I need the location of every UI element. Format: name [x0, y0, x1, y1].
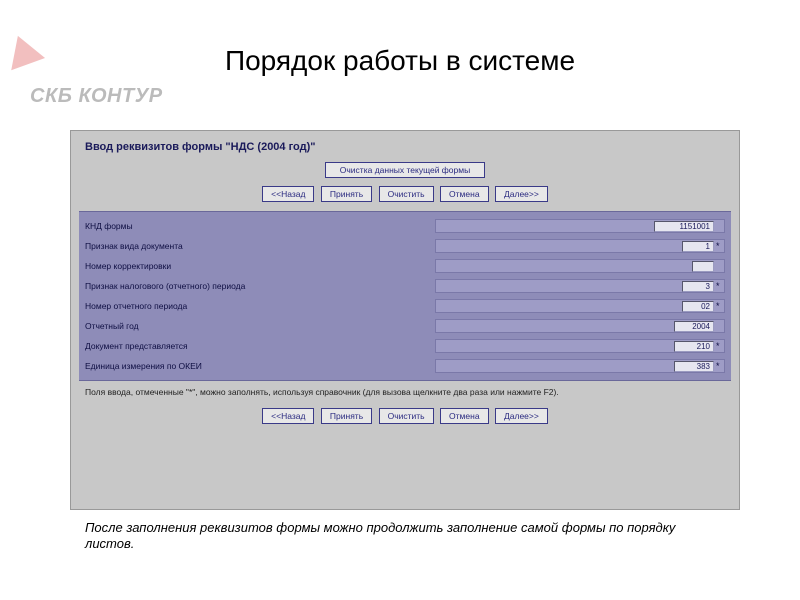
- accept-button-bottom[interactable]: Принять: [321, 408, 372, 424]
- field-row: Номер отчетного периода02*: [79, 296, 731, 316]
- field-input[interactable]: [692, 261, 714, 272]
- logo-text: СКБ КОНТУР: [30, 85, 163, 108]
- field-label: Признак налогового (отчетного) периода: [85, 281, 435, 291]
- cancel-button-bottom[interactable]: Отмена: [440, 408, 489, 424]
- hint-text: Поля ввода, отмеченные "*", можно заполн…: [71, 381, 739, 403]
- field-input-wrap: 383*: [435, 359, 725, 373]
- back-button[interactable]: <<Назад: [262, 186, 314, 202]
- field-input-wrap: 2004: [435, 319, 725, 333]
- clear-button-bottom[interactable]: Очистить: [379, 408, 434, 424]
- field-row: Отчетный год 2004: [79, 316, 731, 336]
- field-label: Признак вида документа: [85, 241, 435, 251]
- field-input-wrap: 02*: [435, 299, 725, 313]
- field-label: Номер корректировки: [85, 261, 435, 271]
- clear-button[interactable]: Очистить: [379, 186, 434, 202]
- field-input-wrap: 210*: [435, 339, 725, 353]
- field-input[interactable]: 2004: [674, 321, 714, 332]
- field-input-wrap: 1*: [435, 239, 725, 253]
- slide-title: Порядок работы в системе: [0, 45, 800, 77]
- field-row: Номер корректировки: [79, 256, 731, 276]
- next-button-bottom[interactable]: Далее>>: [495, 408, 548, 424]
- accept-button[interactable]: Принять: [321, 186, 372, 202]
- field-input[interactable]: 383: [674, 361, 714, 372]
- nav-row-bottom: <<Назад Принять Очистить Отмена Далее>>: [71, 403, 739, 427]
- field-input[interactable]: 210: [674, 341, 714, 352]
- field-input[interactable]: 1: [682, 241, 714, 252]
- required-star: *: [716, 241, 722, 251]
- field-input-wrap: 1151001: [435, 219, 725, 233]
- required-star: *: [716, 281, 722, 291]
- field-input[interactable]: 3: [682, 281, 714, 292]
- field-row: КНД формы 1151001: [79, 216, 731, 236]
- clear-form-row: Очистка данных текущей формы: [71, 157, 739, 181]
- required-star: *: [716, 301, 722, 311]
- field-label: Документ представляется: [85, 341, 435, 351]
- field-label: Номер отчетного периода: [85, 301, 435, 311]
- field-input-wrap: 3*: [435, 279, 725, 293]
- required-star: *: [716, 361, 722, 371]
- field-input[interactable]: 1151001: [654, 221, 714, 232]
- app-window: Ввод реквизитов формы "НДС (2004 год)" О…: [70, 130, 740, 510]
- slide-caption: После заполнения реквизитов формы можно …: [85, 520, 705, 553]
- field-row: Признак вида документа1*: [79, 236, 731, 256]
- field-row: Единица измерения по ОКЕИ383*: [79, 356, 731, 376]
- next-button[interactable]: Далее>>: [495, 186, 548, 202]
- required-star: *: [716, 341, 722, 351]
- cancel-button[interactable]: Отмена: [440, 186, 489, 202]
- form-header: Ввод реквизитов формы "НДС (2004 год)": [71, 131, 739, 157]
- clear-form-button[interactable]: Очистка данных текущей формы: [325, 162, 485, 178]
- field-row: Документ представляется210*: [79, 336, 731, 356]
- field-label: КНД формы: [85, 221, 435, 231]
- back-button-bottom[interactable]: <<Назад: [262, 408, 314, 424]
- field-row: Признак налогового (отчетного) периода3*: [79, 276, 731, 296]
- field-label: Единица измерения по ОКЕИ: [85, 361, 435, 371]
- nav-row-top: <<Назад Принять Очистить Отмена Далее>>: [71, 181, 739, 205]
- fields-panel: КНД формы1151001Признак вида документа1*…: [79, 211, 731, 381]
- field-input-wrap: [435, 259, 725, 273]
- field-input[interactable]: 02: [682, 301, 714, 312]
- field-label: Отчетный год: [85, 321, 435, 331]
